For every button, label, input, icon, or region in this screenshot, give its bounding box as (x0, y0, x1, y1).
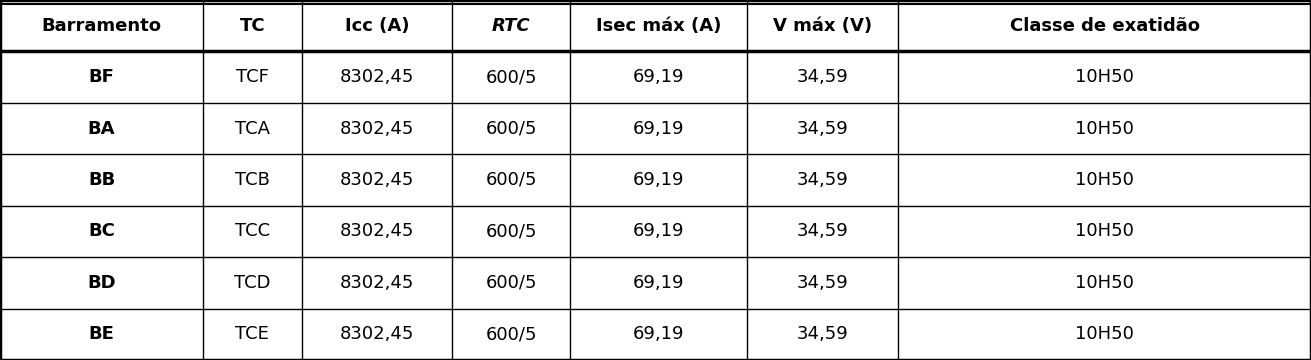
Text: TCE: TCE (236, 325, 269, 343)
Text: BF: BF (89, 68, 114, 86)
Text: BA: BA (88, 120, 115, 138)
Text: 600/5: 600/5 (485, 68, 538, 86)
Text: 10H50: 10H50 (1075, 120, 1134, 138)
Text: 600/5: 600/5 (485, 274, 538, 292)
Text: TCB: TCB (235, 171, 270, 189)
Text: 8302,45: 8302,45 (340, 325, 414, 343)
Text: TCC: TCC (235, 222, 270, 240)
Text: 8302,45: 8302,45 (340, 68, 414, 86)
Text: TCF: TCF (236, 68, 269, 86)
Text: 600/5: 600/5 (485, 120, 538, 138)
Text: Barramento: Barramento (42, 17, 161, 35)
Text: 34,59: 34,59 (797, 274, 848, 292)
Text: Icc (A): Icc (A) (345, 17, 409, 35)
Text: 34,59: 34,59 (797, 120, 848, 138)
Text: 10H50: 10H50 (1075, 171, 1134, 189)
Text: 69,19: 69,19 (633, 68, 684, 86)
Text: V máx (V): V máx (V) (773, 17, 872, 35)
Text: 8302,45: 8302,45 (340, 171, 414, 189)
Text: BC: BC (88, 222, 115, 240)
Text: 600/5: 600/5 (485, 222, 538, 240)
Text: 34,59: 34,59 (797, 171, 848, 189)
Text: 10H50: 10H50 (1075, 68, 1134, 86)
Text: BD: BD (88, 274, 115, 292)
Text: 69,19: 69,19 (633, 171, 684, 189)
Text: 34,59: 34,59 (797, 68, 848, 86)
Text: BB: BB (88, 171, 115, 189)
Text: 10H50: 10H50 (1075, 222, 1134, 240)
Text: 8302,45: 8302,45 (340, 120, 414, 138)
Text: TCA: TCA (235, 120, 270, 138)
Text: 69,19: 69,19 (633, 274, 684, 292)
Text: 69,19: 69,19 (633, 120, 684, 138)
Text: 10H50: 10H50 (1075, 274, 1134, 292)
Text: 8302,45: 8302,45 (340, 274, 414, 292)
Text: BE: BE (89, 325, 114, 343)
Text: TC: TC (240, 17, 265, 35)
Text: Classe de exatidão: Classe de exatidão (1009, 17, 1200, 35)
Text: RTC: RTC (492, 17, 531, 35)
Text: 600/5: 600/5 (485, 325, 538, 343)
Text: 69,19: 69,19 (633, 325, 684, 343)
Text: 34,59: 34,59 (797, 325, 848, 343)
Text: 8302,45: 8302,45 (340, 222, 414, 240)
Text: TCD: TCD (235, 274, 270, 292)
Text: 69,19: 69,19 (633, 222, 684, 240)
Text: 34,59: 34,59 (797, 222, 848, 240)
Text: 10H50: 10H50 (1075, 325, 1134, 343)
Text: 600/5: 600/5 (485, 171, 538, 189)
Text: Isec máx (A): Isec máx (A) (597, 17, 721, 35)
